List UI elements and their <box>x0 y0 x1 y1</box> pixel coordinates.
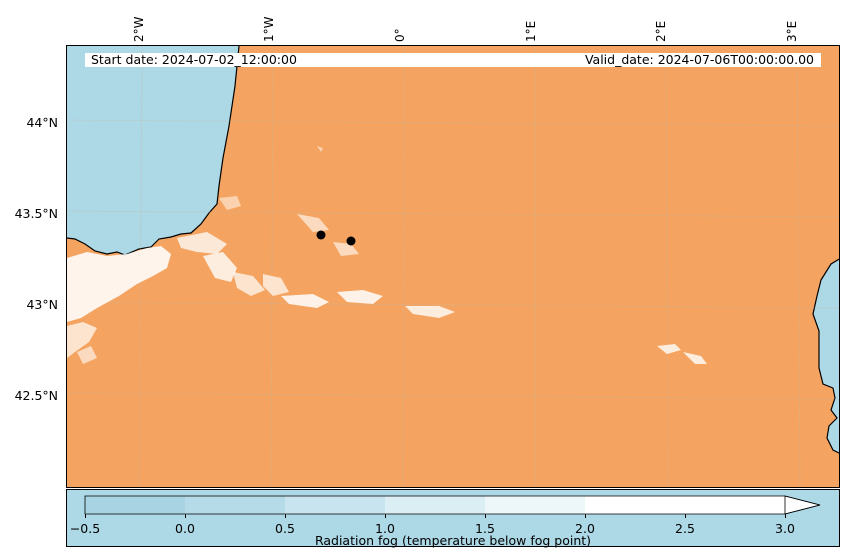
lat-tick-43n: 43°N <box>26 297 58 312</box>
lon-tick-1e: 1°E <box>524 20 538 42</box>
coastline-atlantic <box>67 46 240 256</box>
lat-tick-43-5n: 43.5°N <box>14 206 58 221</box>
lon-tick-2e: 2°E <box>654 20 668 42</box>
cbar-tickmark <box>385 514 386 518</box>
graticule <box>67 46 839 487</box>
cbar-tick-label: 3.0 <box>775 521 795 536</box>
valid-date-label: Valid_date: 2024-07-06T00:00:00.00 <box>584 52 814 67</box>
cbar-tick-label: 2.0 <box>575 521 595 536</box>
start-date-label: Start date: 2024-07-02_12:00:00 <box>91 52 297 67</box>
info-bar: Start date: 2024-07-02_12:00:00 Valid_da… <box>85 53 821 67</box>
cbar-tickmark <box>85 514 86 518</box>
lon-tick-1w: 1°W <box>262 16 276 43</box>
lat-tick-42-5n: 42.5°N <box>14 388 58 403</box>
coastline-mediterranean <box>812 258 839 454</box>
cbar-tick-label: 2.5 <box>675 521 695 536</box>
cbar-tickmark <box>685 514 686 518</box>
lat-tick-44n: 44°N <box>26 115 58 130</box>
lon-tick-0: 0° <box>393 28 407 42</box>
lon-tick-3e: 3°E <box>785 20 799 42</box>
map-panel <box>66 45 840 488</box>
cbar-tick-label: −0.5 <box>69 521 101 536</box>
marker-2 <box>346 236 356 246</box>
cbar-tick-label: 1.5 <box>475 521 495 536</box>
cbar-tickmark <box>485 514 486 518</box>
land-area <box>67 46 839 487</box>
fog-patches <box>67 146 707 364</box>
cbar-tickmark <box>585 514 586 518</box>
cbar-tickmark <box>785 514 786 518</box>
cbar-tickmark <box>285 514 286 518</box>
lon-tick-2w: 2°W <box>132 16 146 43</box>
cbar-tickmark <box>185 514 186 518</box>
map-canvas <box>67 46 839 487</box>
colorbar-label: Radiation fog (temperature below fog poi… <box>314 533 592 548</box>
cbar-tick-label: 0.0 <box>175 521 195 536</box>
marker-1 <box>316 230 326 240</box>
cbar-tick-label: 1.0 <box>375 521 395 536</box>
cbar-tick-label: 0.5 <box>275 521 295 536</box>
